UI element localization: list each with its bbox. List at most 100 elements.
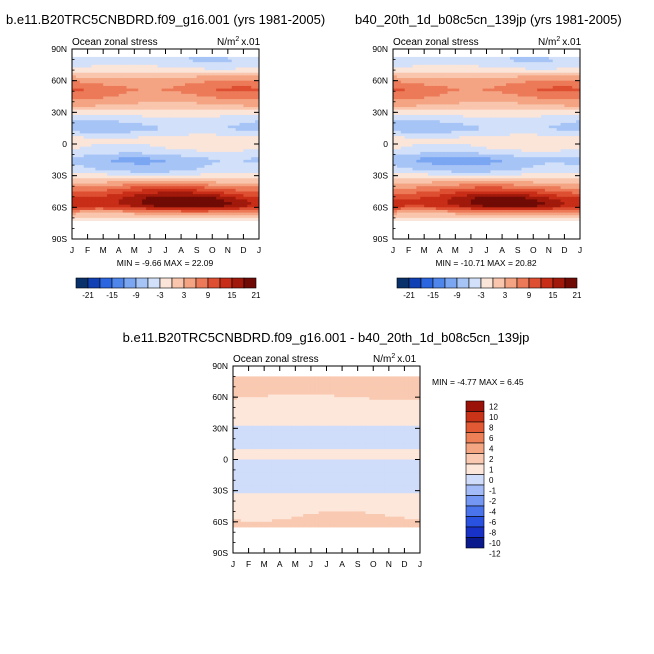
heat-cell [72, 67, 77, 71]
heat-cell [251, 62, 256, 66]
heat-cell [169, 141, 174, 145]
heat-cell [513, 117, 519, 121]
heat-cell [188, 212, 194, 216]
heat-cell [83, 204, 88, 208]
heat-cell [181, 154, 186, 158]
heat-cell [517, 72, 522, 76]
heat-cell [408, 109, 413, 113]
heat-cell [463, 133, 468, 137]
heat-cell [134, 59, 139, 63]
heat-cell [165, 83, 170, 87]
heat-cell [169, 209, 174, 214]
heat-cell [439, 117, 445, 121]
heat-cell [107, 64, 112, 68]
heat-cell [564, 62, 569, 66]
heat-cell [474, 144, 480, 148]
heat-cell [560, 101, 565, 105]
heat-cell [576, 91, 581, 95]
heat-cell [149, 122, 155, 126]
heat-cell [544, 120, 550, 124]
heat-cell [138, 56, 143, 60]
heat-cell [103, 207, 108, 211]
heat-cell [552, 62, 558, 66]
heat-cell [502, 96, 507, 100]
heat-cell [177, 170, 182, 174]
heat-cell [482, 136, 487, 140]
heat-cell [251, 186, 256, 190]
heat-cell [502, 80, 507, 84]
heat-cell [447, 62, 452, 66]
heat-cell [404, 144, 409, 148]
heat-cell [251, 80, 256, 84]
heat-cell [502, 112, 507, 116]
heat-cell [208, 165, 213, 169]
heat-cell [216, 91, 221, 95]
heat-cell [560, 128, 565, 132]
heat-cell [99, 196, 104, 200]
heat-cell [126, 59, 131, 63]
heat-cell [212, 202, 217, 206]
heat-cell [204, 112, 209, 116]
heat-cell [235, 112, 240, 116]
heat-cell [239, 154, 244, 158]
heat-cell [200, 165, 205, 169]
heat-cell [486, 136, 491, 140]
heat-cell [235, 202, 240, 206]
heat-cell [393, 91, 398, 95]
heat-cell [91, 186, 96, 190]
heat-cell [216, 183, 221, 187]
heat-cell [146, 141, 151, 145]
heat-cell [173, 215, 178, 219]
heat-cell [99, 91, 104, 95]
panel1-left-label: Ocean zonal stress [72, 37, 158, 48]
heat-cell [541, 122, 546, 126]
heat-cell [505, 157, 511, 161]
heat-cell [247, 212, 252, 216]
heat-cell [142, 117, 147, 121]
heat-cell [556, 101, 561, 105]
heat-cell [83, 154, 88, 158]
heat-cell [107, 130, 112, 134]
heat-cell [509, 80, 515, 84]
heat-cell [564, 78, 569, 82]
heat-cell [103, 178, 108, 182]
heat-cell [231, 207, 237, 211]
heat-cell [161, 109, 166, 113]
heat-cell [79, 83, 85, 87]
heat-cell [126, 107, 131, 111]
heat-cell [478, 104, 484, 108]
heat-cell [188, 85, 194, 89]
heat-cell [223, 104, 229, 108]
heat-cell [188, 70, 194, 74]
heat-cell [223, 62, 229, 66]
heat-cell [478, 88, 484, 92]
heat-cell [451, 149, 456, 153]
heat-cell [87, 186, 92, 190]
heat-cell [247, 99, 252, 103]
heat-cell [486, 91, 491, 95]
heat-cell [412, 146, 417, 150]
heat-cell [99, 64, 104, 68]
heat-cell [149, 128, 155, 132]
heat-cell [552, 56, 558, 60]
heat-cell [83, 215, 88, 219]
heat-cell [216, 101, 221, 105]
heat-cell [118, 186, 124, 190]
heat-cell [478, 149, 484, 153]
heat-cell [451, 130, 456, 134]
heat-cell [161, 173, 166, 177]
heat-cell [393, 159, 398, 163]
heat-cell [560, 133, 565, 137]
heat-cell [412, 88, 417, 92]
heat-cell [153, 136, 159, 140]
heat-cell [103, 64, 108, 68]
heat-cell [393, 99, 398, 103]
heat-cell [505, 70, 511, 74]
heat-cell [451, 125, 456, 129]
heat-cell [181, 83, 186, 87]
heat-cell [220, 167, 225, 171]
heat-cell [255, 109, 260, 113]
heat-cell [216, 196, 221, 200]
heat-cell [99, 88, 104, 92]
heat-cell [513, 154, 519, 158]
